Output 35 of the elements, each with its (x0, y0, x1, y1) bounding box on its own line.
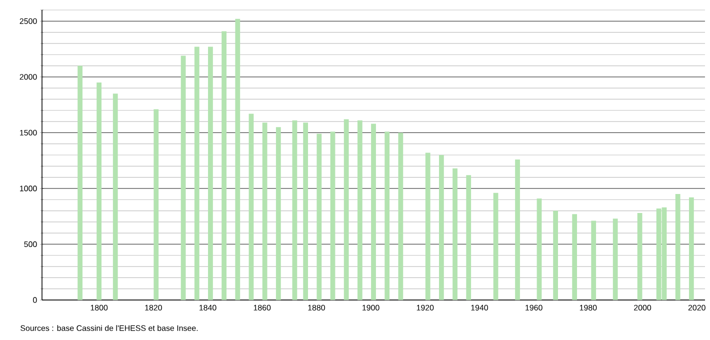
bar (384, 132, 390, 300)
bar (96, 82, 102, 300)
bar (591, 220, 596, 300)
bar (371, 124, 376, 300)
bar (154, 109, 159, 300)
bar (262, 122, 268, 300)
bar (222, 31, 227, 300)
bar (208, 46, 213, 300)
bar (536, 198, 542, 300)
bar (194, 46, 200, 300)
bar (180, 56, 186, 300)
bar (637, 213, 642, 300)
bar (466, 175, 472, 300)
bar (688, 197, 694, 300)
bar (303, 122, 308, 300)
bar (675, 194, 680, 300)
bar (425, 152, 430, 300)
bar (78, 66, 82, 300)
bar (398, 132, 404, 300)
bar (357, 120, 362, 300)
bar (438, 155, 444, 300)
bar (248, 114, 254, 300)
bar (553, 210, 558, 300)
bar (344, 119, 349, 300)
bar (515, 159, 520, 300)
bar (112, 94, 118, 300)
bar (316, 134, 322, 300)
bar (612, 218, 618, 300)
bar (452, 168, 458, 300)
bar (292, 120, 298, 300)
bar (572, 214, 578, 300)
bar (235, 18, 240, 300)
bar (330, 132, 336, 300)
bar (493, 192, 498, 300)
bar (276, 127, 281, 300)
